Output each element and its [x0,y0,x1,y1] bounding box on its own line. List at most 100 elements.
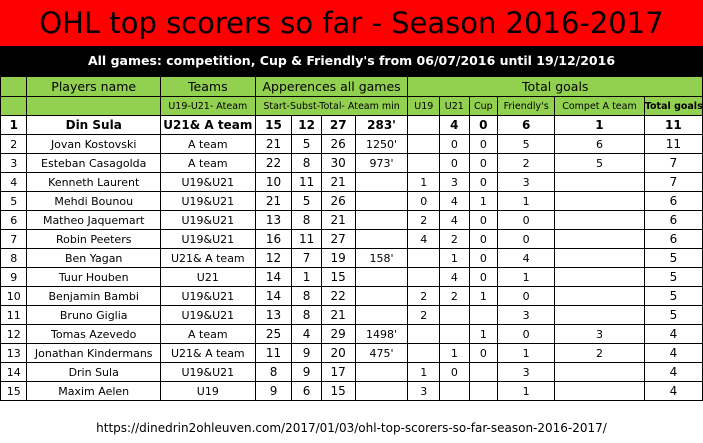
cell-team: U21 [159,267,256,287]
table-row: 5 Mehdi Bounou U19&U21 21 5 26 0 4 1 1 6 [0,191,703,211]
cell-friendly: 1 [497,267,556,287]
cell-goals: 4 [643,324,703,344]
cell-compet [554,305,645,325]
cell-u19 [407,248,441,268]
header-appearances: Apperences all games [254,76,409,97]
cell-mins: 475' [354,343,409,363]
cell-start: 15 [254,115,293,135]
cell-total: 22 [320,286,356,306]
cell-name: Jovan Kostovski [26,134,161,154]
cell-rank: 6 [0,210,28,230]
cell-friendly: 5 [497,134,556,154]
cell-u19: 3 [407,381,441,401]
cell-u21: 4 [439,210,470,230]
cell-u21: 0 [439,153,470,173]
cell-start: 8 [254,362,293,382]
cell-friendly: 0 [497,286,556,306]
cell-name: Benjamin Bambi [26,286,161,306]
header-total-goals: Total goals [407,76,703,97]
cell-cup [468,381,499,401]
cell-goals: 5 [643,248,703,268]
subheader-appearances: Start-Subst-Total- Ateam min [254,96,409,116]
cell-start: 21 [254,191,293,211]
cell-rank: 3 [0,153,28,173]
subheader-teams: U19-U21- Ateam [159,96,256,116]
cell-goals: 4 [643,362,703,382]
cell-u21: 4 [439,191,470,211]
cell-subst: 8 [291,153,322,173]
cell-total: 29 [320,324,356,344]
cell-u21: 4 [439,267,470,287]
cell-mins [354,305,409,325]
cell-cup: 0 [468,210,499,230]
cell-team: U19 [159,381,256,401]
cell-u19 [407,343,441,363]
cell-team: U19&U21 [159,362,256,382]
cell-u19: 0 [407,191,441,211]
cell-u21: 2 [439,286,470,306]
cell-compet [554,191,645,211]
cell-cup: 0 [468,229,499,249]
cell-name: Ben Yagan [26,248,161,268]
table-row: 8 Ben Yagan U21& A team 12 7 19 158' 1 0 4 5 [0,248,703,268]
cell-compet: 1 [554,115,645,135]
cell-mins [354,229,409,249]
cell-goals: 11 [643,134,703,154]
cell-name: Mehdi Bounou [26,191,161,211]
cell-rank: 2 [0,134,28,154]
cell-cup: 1 [468,286,499,306]
cell-rank: 12 [0,324,28,344]
table-row: 12 Tomas Azevedo A team 25 4 29 1498' 1 0 3 4 [0,324,703,344]
cell-goals: 11 [643,115,703,135]
cell-rank: 9 [0,267,28,287]
cell-compet [554,362,645,382]
cell-name: Esteban Casagolda [26,153,161,173]
cell-start: 14 [254,286,293,306]
header-players: Players name [26,76,161,97]
table-row: 2 Jovan Kostovski A team 21 5 26 1250' 0 0 5 6 11 [0,134,703,154]
cell-compet [554,172,645,192]
cell-friendly: 2 [497,153,556,173]
cell-mins [354,191,409,211]
cell-friendly: 0 [497,324,556,344]
cell-cup [468,362,499,382]
header-teams: Teams [159,76,256,97]
cell-compet: 3 [554,324,645,344]
cell-friendly: 6 [497,115,556,135]
cell-start: 25 [254,324,293,344]
cell-name: Maxim Aelen [26,381,161,401]
cell-rank: 8 [0,248,28,268]
cell-team: U19&U21 [159,229,256,249]
cell-u21: 1 [439,343,470,363]
cell-subst: 8 [291,210,322,230]
cell-u21 [439,305,470,325]
cell-compet [554,286,645,306]
cell-friendly: 1 [497,343,556,363]
cell-total: 21 [320,172,356,192]
page-title: OHL top scorers so far - Season 2016-201… [0,0,703,46]
source-url: https://dinedrin2ohleuven.com/2017/01/03… [96,421,607,435]
cell-team: U19&U21 [159,305,256,325]
cell-start: 14 [254,267,293,287]
cell-cup [468,305,499,325]
cell-goals: 6 [643,210,703,230]
subheader-total-goals: Total goals [643,96,703,116]
cell-start: 9 [254,381,293,401]
cell-u19: 1 [407,172,441,192]
cell-compet [554,267,645,287]
table-row: 4 Kenneth Laurent U19&U21 10 11 21 1 3 0 3 7 [0,172,703,192]
cell-u19: 4 [407,229,441,249]
cell-subst: 5 [291,134,322,154]
cell-total: 21 [320,305,356,325]
cell-u19 [407,134,441,154]
table-row: 9 Tuur Houben U21 14 1 15 4 0 1 5 [0,267,703,287]
cell-total: 27 [320,229,356,249]
cell-mins: 973' [354,153,409,173]
table-row: 6 Matheo Jaquemart U19&U21 13 8 21 2 4 0 0 6 [0,210,703,230]
cell-subst: 8 [291,286,322,306]
cell-goals: 7 [643,153,703,173]
cell-start: 10 [254,172,293,192]
cell-mins [354,267,409,287]
cell-u19 [407,153,441,173]
cell-total: 26 [320,191,356,211]
